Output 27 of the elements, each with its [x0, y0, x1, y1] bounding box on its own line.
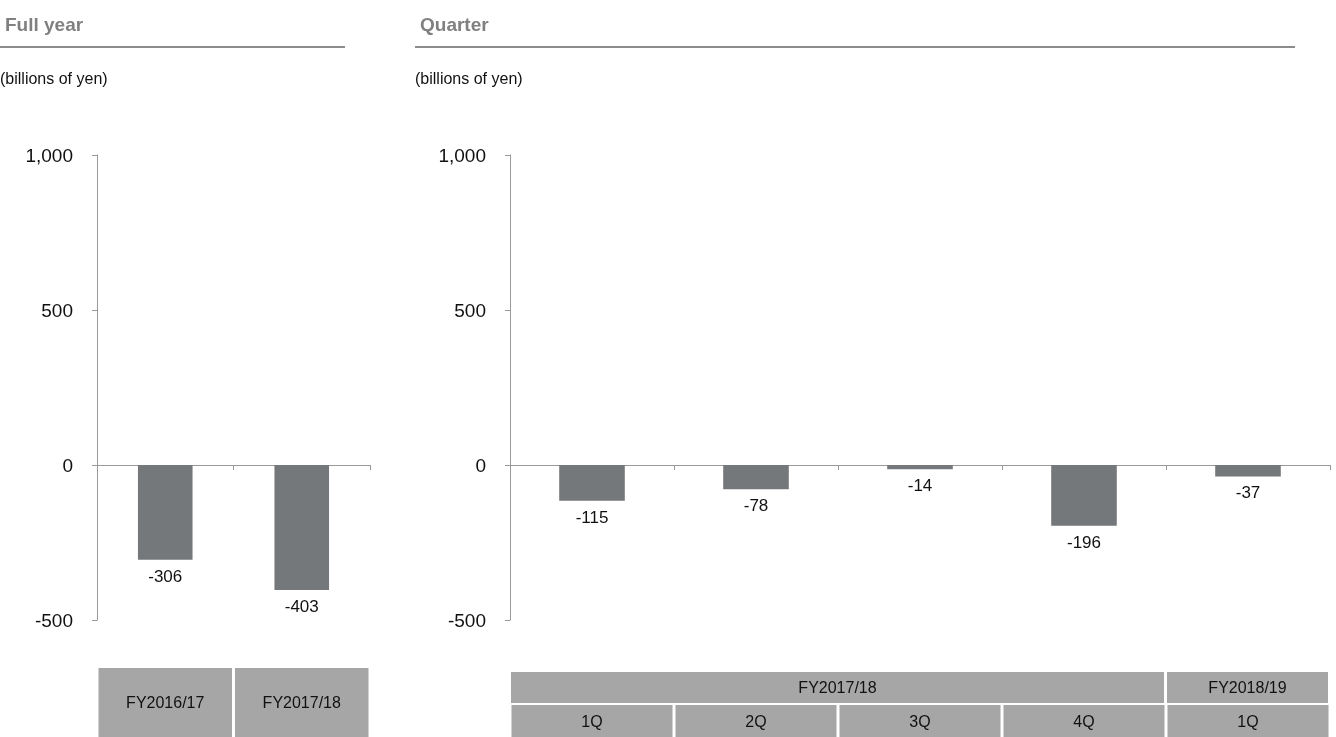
y-tick-label: -500: [34, 609, 73, 631]
y-tick-label: 500: [454, 299, 486, 321]
data-label: -403: [284, 596, 319, 616]
chart-title: Quarter: [420, 14, 490, 35]
x-tick-label: FY2016/17: [126, 694, 205, 711]
y-tick-label: 0: [62, 454, 73, 476]
y-tick-label: 1,000: [25, 144, 73, 166]
y-tick-label: 500: [41, 299, 73, 321]
data-label: -78: [743, 496, 769, 516]
x-tick-label: 3Q: [909, 712, 931, 730]
data-label: -306: [148, 566, 183, 586]
chart-title: Full year: [5, 14, 84, 35]
y-tick-label: -500: [447, 609, 486, 631]
data-label: -196: [1066, 532, 1102, 552]
x-tick-label: 1Q: [581, 712, 603, 730]
text: FY2018/19: [1208, 678, 1287, 696]
x-tick-label: 2Q: [745, 712, 767, 730]
y-tick-label: 1,000: [438, 144, 486, 166]
x-tick-label: 4Q: [1073, 712, 1095, 730]
y-tick-label: 0: [475, 454, 486, 476]
x-tick-label: 1Q: [1237, 712, 1259, 730]
y-axis-title: (billions of yen): [415, 69, 523, 87]
data-label: -14: [907, 476, 933, 496]
data-label: -37: [1235, 483, 1261, 503]
data-label: -115: [575, 507, 609, 527]
text: FY2017/18: [798, 678, 877, 696]
y-axis-title: (billions of yen): [0, 69, 108, 87]
